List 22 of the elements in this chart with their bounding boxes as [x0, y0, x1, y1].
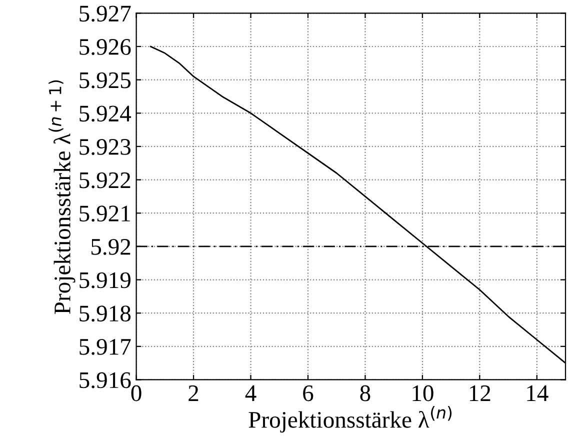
y-tick-label: 5.919 — [80, 272, 130, 288]
y-tick-label: 5.918 — [80, 306, 131, 322]
y-tick-label: 5.927 — [80, 6, 131, 22]
y-tick-label: 5.923 — [80, 139, 131, 155]
y-tick-label: 5.924 — [80, 106, 132, 122]
x-tick-label: 12 — [470, 385, 490, 401]
x-tick-label: 4 — [245, 385, 256, 401]
y-tick-label: 5.926 — [80, 39, 131, 56]
y-axis-title: Projektionsstärke λ$^{(n+1)}$ — [48, 80, 76, 314]
y-tick-label: 5.92 — [91, 238, 130, 255]
x-tick-label: 10 — [412, 385, 434, 402]
x-axis-title: Projektionsstärke λ$^{(n)}$ — [248, 406, 452, 433]
x-tick-label: 0 — [131, 385, 142, 402]
x-tick-label: 8 — [360, 385, 370, 402]
x-tick-label: 6 — [303, 385, 314, 402]
x-tick-label: 14 — [527, 385, 548, 401]
y-tick-label: 5.916 — [80, 372, 131, 388]
y-tick-label: 5.922 — [80, 172, 130, 188]
y-tick-label: 5.921 — [80, 206, 130, 222]
y-tick-label: 5.917 — [80, 338, 131, 355]
y-tick-label: 5.925 — [80, 72, 131, 88]
x-tick-label: 2 — [188, 385, 198, 401]
